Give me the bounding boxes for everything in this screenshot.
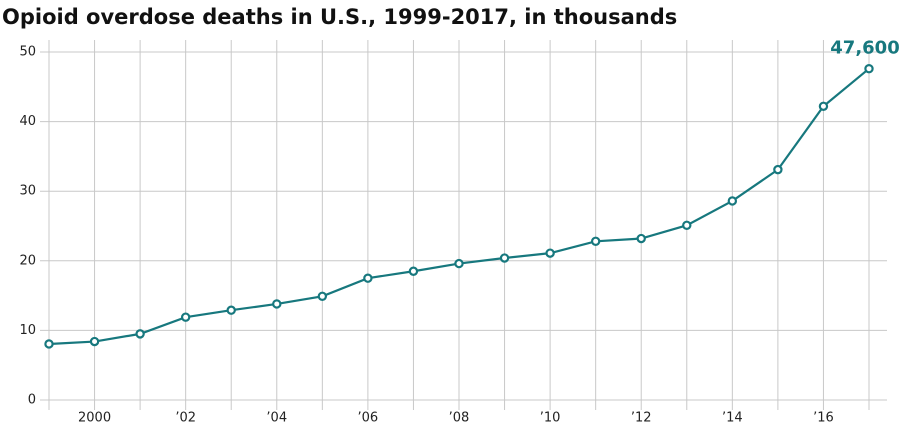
y-tick-label: 40 [19, 114, 36, 129]
x-tick-label: 2000 [78, 411, 111, 426]
data-point [317, 291, 328, 301]
data-point [773, 164, 783, 175]
data-point [135, 329, 145, 339]
x-tick-label: ’02 [175, 411, 196, 426]
x-tick-label: ’14 [722, 411, 743, 426]
data-point [44, 339, 54, 349]
data-point [590, 236, 601, 247]
data-label: 47,600 [830, 38, 899, 59]
x-tick-label: ’06 [358, 411, 379, 426]
data-point [636, 233, 646, 244]
data-point [499, 253, 510, 263]
x-tick-label: ’04 [266, 411, 287, 426]
y-tick-label: 50 [19, 45, 36, 60]
data-point [226, 305, 236, 315]
data-point [864, 64, 874, 74]
data-point [545, 248, 555, 258]
y-tick-label: 10 [19, 323, 36, 338]
data-point [682, 220, 692, 231]
data-point [363, 273, 373, 283]
x-tick-label: ’10 [540, 411, 561, 426]
x-tick-label: ’08 [449, 411, 470, 426]
data-point [180, 312, 191, 322]
data-point [408, 266, 419, 276]
chart-title: Opioid overdose deaths in U.S., 1999-201… [2, 5, 677, 29]
data-point [818, 101, 829, 111]
data-point [89, 336, 100, 347]
data-point [272, 299, 282, 309]
data-point [454, 258, 464, 269]
y-tick-label: 30 [19, 184, 36, 199]
y-tick-label: 0 [28, 393, 36, 408]
x-tick-label: ’16 [813, 411, 834, 426]
x-tick-label: ’12 [631, 411, 652, 426]
data-point [727, 196, 738, 206]
y-tick-label: 20 [19, 253, 36, 268]
